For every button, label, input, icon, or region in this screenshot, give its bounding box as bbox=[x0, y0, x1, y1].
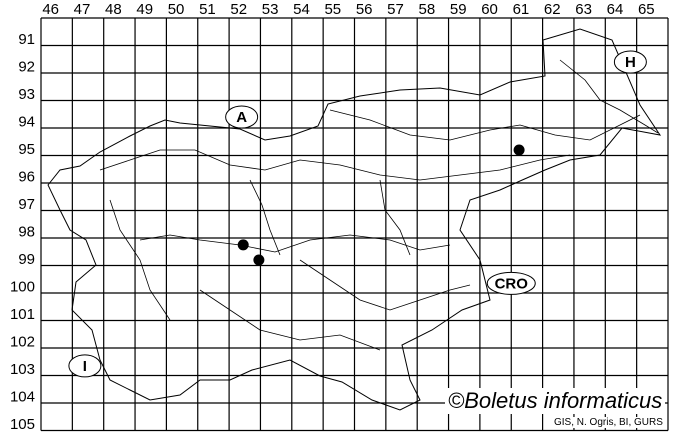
neighbour-country-labels: A H CRO I bbox=[68, 50, 647, 378]
river bbox=[139, 234, 451, 253]
column-label: 47 bbox=[74, 1, 91, 18]
column-label: 58 bbox=[419, 1, 436, 18]
row-label: 92 bbox=[18, 58, 35, 75]
column-label: 51 bbox=[199, 1, 216, 18]
row-label: 105 bbox=[10, 416, 35, 433]
country-label-oval bbox=[225, 105, 259, 129]
occurrence-dot bbox=[513, 144, 525, 156]
column-label: 63 bbox=[575, 1, 592, 18]
column-label: 61 bbox=[513, 1, 530, 18]
column-label: 52 bbox=[230, 1, 247, 18]
country-label-oval bbox=[486, 271, 536, 295]
occurrence-dots bbox=[237, 144, 525, 266]
row-label: 97 bbox=[18, 196, 35, 213]
row-label: 100 bbox=[10, 278, 35, 295]
column-label: 56 bbox=[356, 1, 373, 18]
credits-text: GIS, N. Ogris, BI, GURS bbox=[552, 417, 665, 428]
row-label: 99 bbox=[18, 251, 35, 268]
country-border bbox=[47, 28, 662, 411]
row-label: 91 bbox=[18, 31, 35, 48]
copyright-text: ©Boletus informaticus bbox=[445, 388, 666, 414]
country-label: I bbox=[83, 358, 87, 375]
border-path bbox=[47, 28, 662, 411]
row-label: 93 bbox=[18, 86, 35, 103]
occurrence-dot bbox=[237, 239, 249, 251]
column-label: 62 bbox=[544, 1, 561, 18]
column-label: 59 bbox=[450, 1, 467, 18]
map-grid bbox=[40, 17, 669, 432]
country-label: CRO bbox=[495, 275, 529, 292]
column-label: 60 bbox=[481, 1, 498, 18]
row-labels: 91 92 93 94 95 96 97 98 99 100 101 102 103 104 105 bbox=[10, 31, 35, 433]
river bbox=[329, 109, 641, 141]
column-labels: 46 47 48 49 50 51 52 53 54 55 56 57 58 59 60 61 62 63 64 65 bbox=[42, 1, 654, 18]
row-label: 102 bbox=[10, 333, 35, 350]
column-label: 55 bbox=[324, 1, 341, 18]
column-label: 53 bbox=[262, 1, 279, 18]
row-label: 103 bbox=[10, 361, 35, 378]
country-label: A bbox=[236, 109, 247, 126]
river bbox=[249, 179, 281, 256]
river bbox=[109, 199, 171, 321]
row-label: 95 bbox=[18, 141, 35, 158]
column-label: 50 bbox=[168, 1, 185, 18]
row-label: 94 bbox=[18, 113, 35, 130]
column-label: 54 bbox=[293, 1, 310, 18]
column-label: 64 bbox=[607, 1, 624, 18]
river bbox=[379, 179, 411, 256]
column-label: 49 bbox=[136, 1, 153, 18]
river bbox=[559, 59, 659, 134]
row-label: 98 bbox=[18, 223, 35, 240]
river bbox=[199, 289, 381, 351]
row-label: 104 bbox=[10, 388, 35, 405]
occurrence-dot bbox=[253, 254, 265, 266]
column-label: 48 bbox=[105, 1, 122, 18]
column-label: 46 bbox=[42, 1, 59, 18]
rivers bbox=[99, 59, 659, 351]
country-label: H bbox=[625, 54, 636, 71]
river bbox=[99, 149, 571, 181]
column-label: 57 bbox=[387, 1, 404, 18]
column-label: 65 bbox=[638, 1, 655, 18]
river bbox=[299, 259, 471, 311]
country-label-oval bbox=[613, 50, 647, 74]
country-label-oval bbox=[68, 354, 102, 378]
row-label: 101 bbox=[10, 306, 35, 323]
row-label: 96 bbox=[18, 168, 35, 185]
